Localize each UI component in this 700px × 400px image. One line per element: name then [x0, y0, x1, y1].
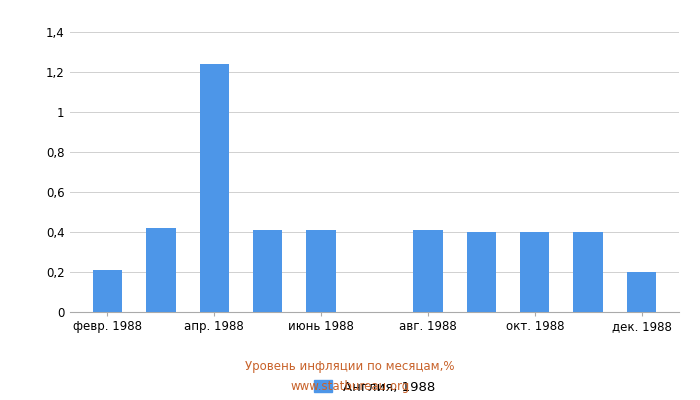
Bar	[573, 232, 603, 312]
Bar	[92, 270, 122, 312]
Text: Уровень инфляции по месяцам,%: Уровень инфляции по месяцам,%	[245, 360, 455, 373]
Legend: Англия, 1988: Англия, 1988	[314, 380, 435, 394]
Bar	[520, 232, 550, 312]
Bar	[307, 230, 336, 312]
Bar	[413, 230, 442, 312]
Bar	[146, 228, 176, 312]
Bar	[627, 272, 657, 312]
Text: www.statbureau.org: www.statbureau.org	[290, 380, 410, 393]
Bar	[199, 64, 229, 312]
Bar	[253, 230, 282, 312]
Bar	[467, 232, 496, 312]
